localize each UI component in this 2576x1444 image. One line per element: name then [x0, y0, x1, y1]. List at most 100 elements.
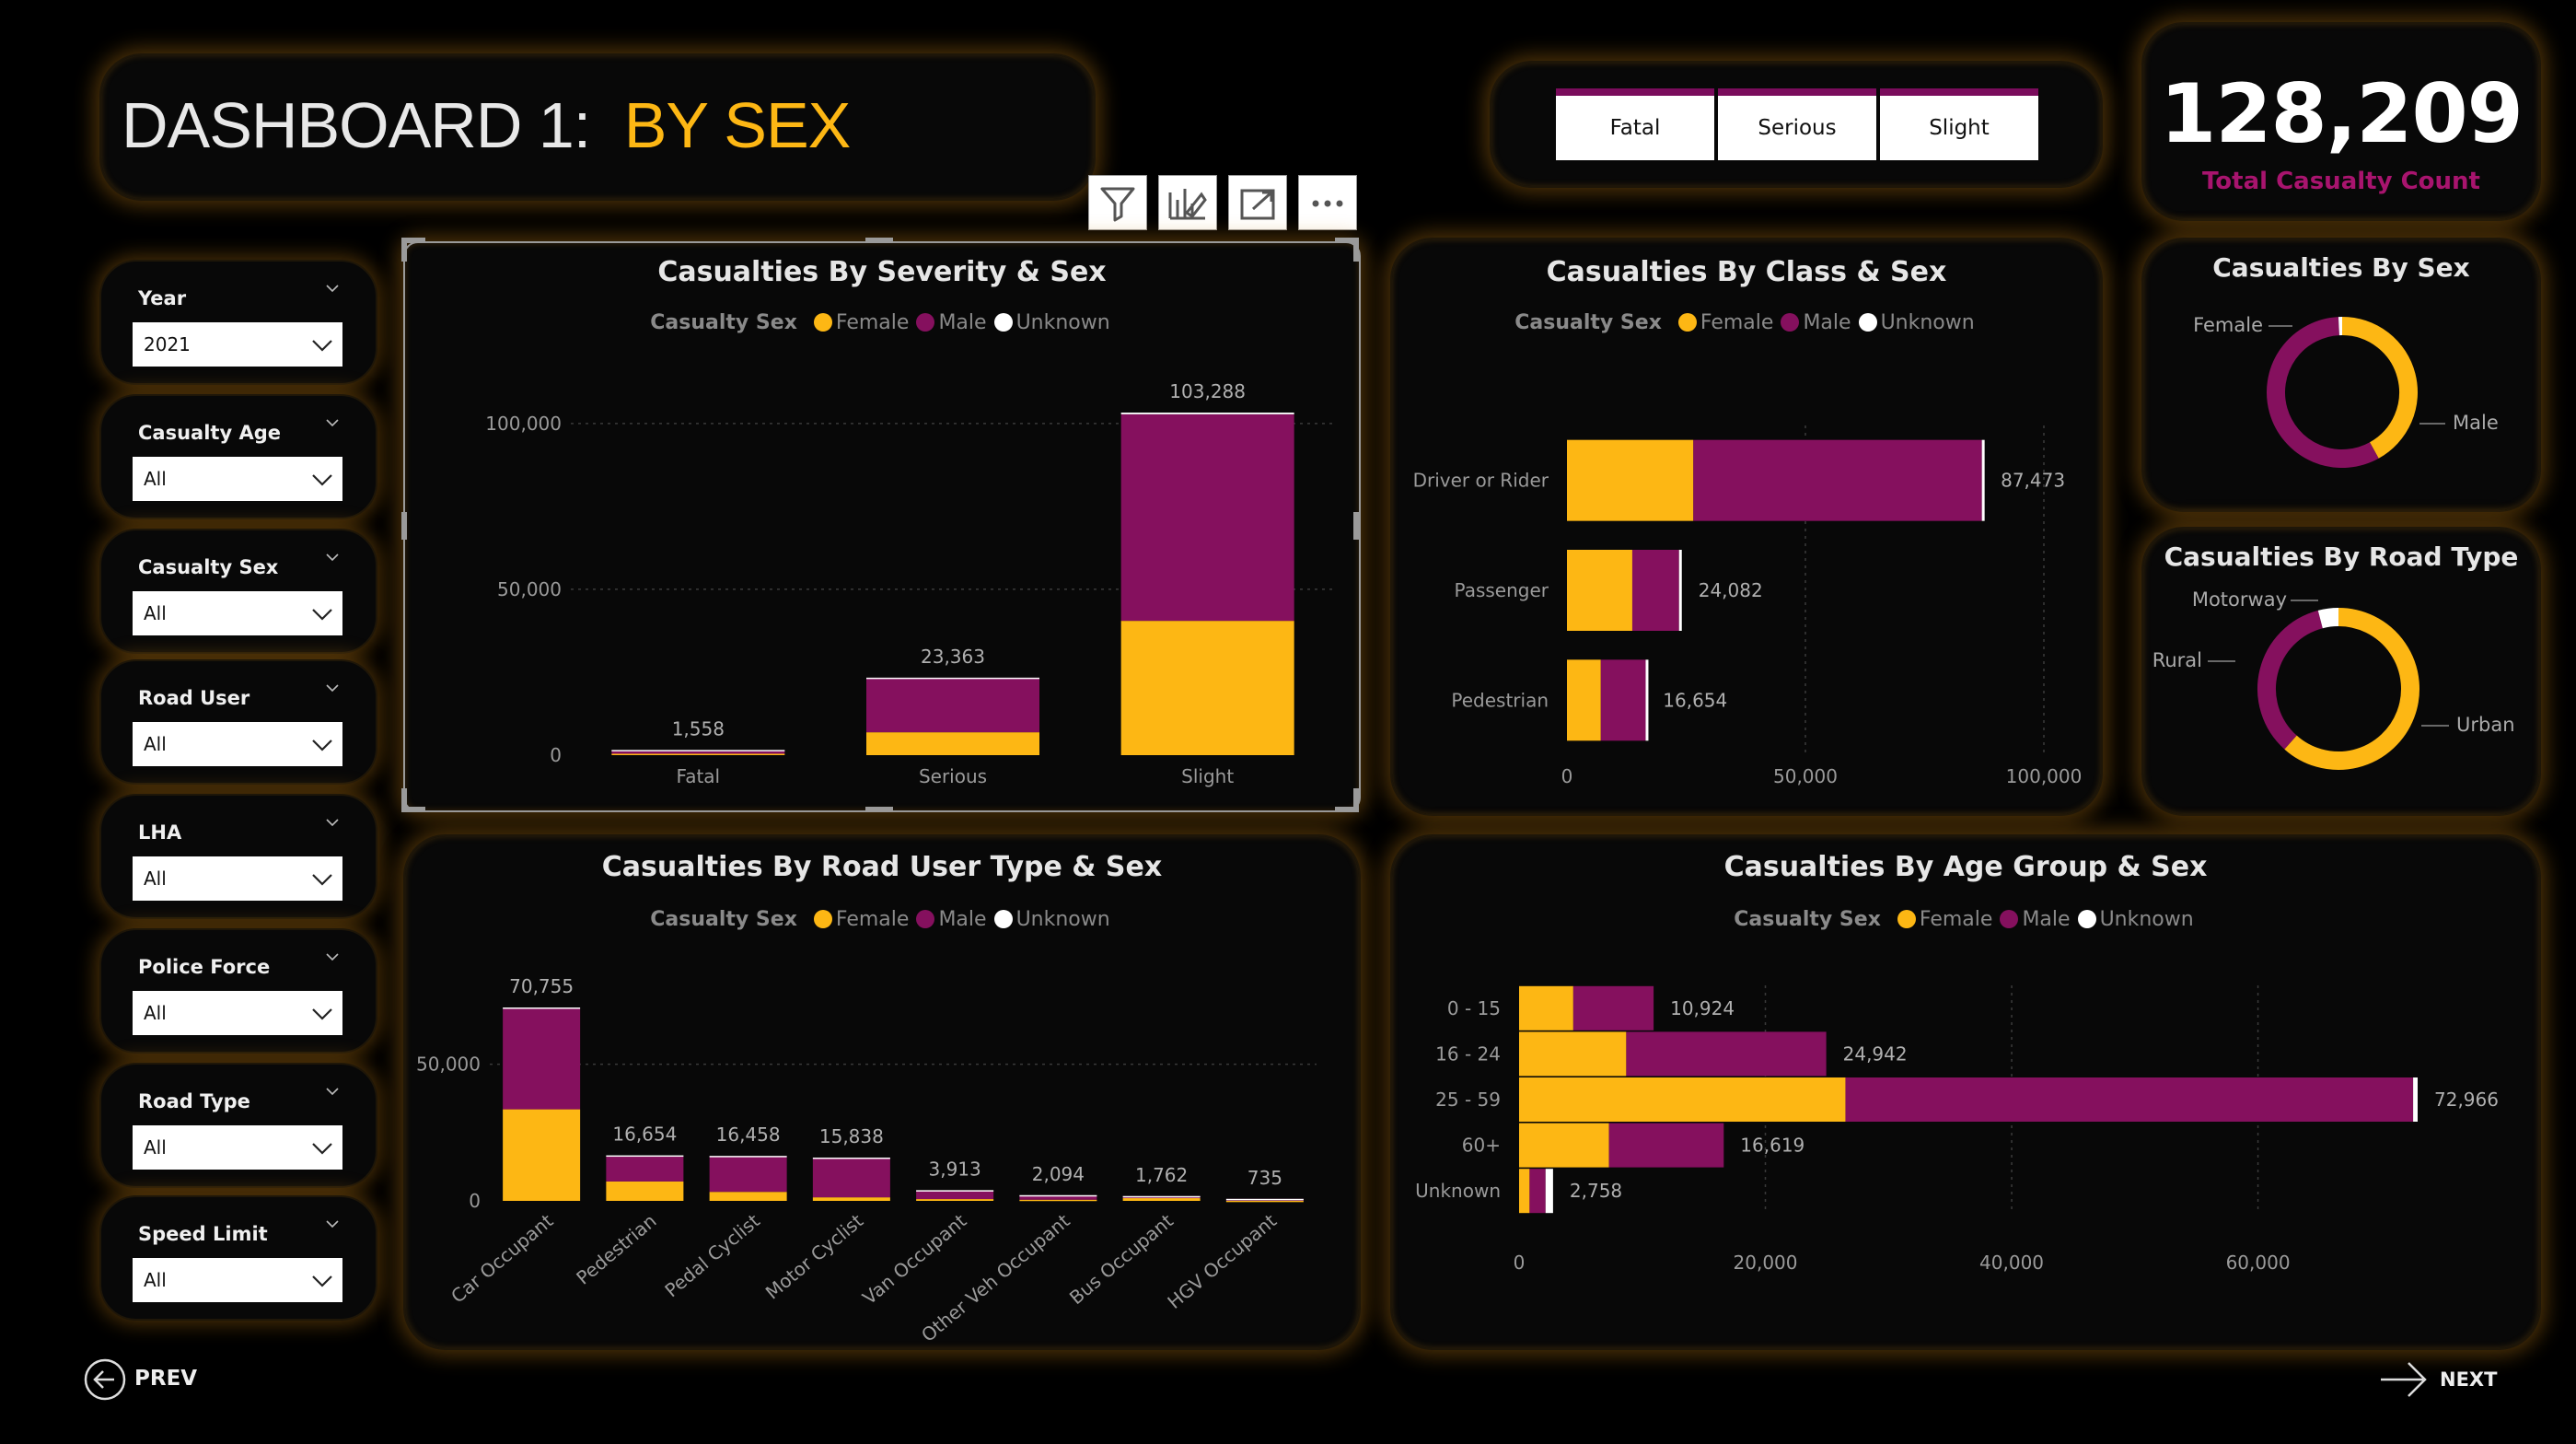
more-options-button[interactable]: [1298, 175, 1357, 230]
drill-button[interactable]: [1158, 175, 1217, 230]
bar-unknown: [812, 1157, 890, 1159]
slicer-dropdown[interactable]: All: [133, 457, 342, 501]
data-label: 10,924: [1670, 997, 1735, 1019]
legend-item[interactable]: Male: [916, 908, 987, 931]
bar-female: [1120, 621, 1294, 755]
legend-item[interactable]: Unknown: [2077, 908, 2194, 931]
slicer-dropdown[interactable]: All: [133, 991, 342, 1035]
chevron-down-icon[interactable]: [326, 1085, 339, 1098]
slicer-value: All: [144, 1002, 167, 1024]
legend-dot: [2077, 910, 2096, 928]
slicer-label: Road User: [138, 687, 250, 709]
bar-male: [1600, 659, 1646, 741]
roadtype-donut-title: Casualties By Road Type: [2164, 542, 2519, 572]
bar-male: [503, 1008, 581, 1110]
resize-handle[interactable]: [1353, 238, 1359, 262]
data-label: 16,654: [1663, 689, 1727, 711]
legend-title: Casualty Sex: [1734, 908, 1881, 931]
slicer-dropdown[interactable]: All: [133, 1258, 342, 1302]
arrow-left-circle-icon: [84, 1358, 126, 1401]
slice-male: [2267, 317, 2379, 468]
resize-handle[interactable]: [401, 238, 407, 262]
resize-handle[interactable]: [401, 512, 407, 540]
bar-female: [1519, 1031, 1627, 1077]
slicer-dropdown[interactable]: All: [133, 591, 342, 635]
slicer-value: All: [144, 868, 167, 890]
bar-male: [1693, 439, 1982, 521]
chevron-down-icon[interactable]: [326, 681, 339, 694]
severity-button-serious[interactable]: Serious: [1718, 88, 1876, 160]
severity-chart-title: Casualties By Severity & Sex: [657, 256, 1107, 288]
next-button[interactable]: NEXT: [2377, 1356, 2497, 1405]
slicer-value: All: [144, 1136, 167, 1159]
data-label: 16,458: [716, 1124, 781, 1146]
focus-mode-button[interactable]: [1228, 175, 1287, 230]
bar-unknown: [1981, 439, 1985, 521]
data-label: 87,473: [2001, 470, 2065, 492]
prev-button[interactable]: PREV: [83, 1357, 212, 1403]
resize-handle[interactable]: [401, 788, 407, 812]
legend-item[interactable]: Female: [813, 311, 909, 334]
x-tick-label: Car Occupant: [447, 1209, 557, 1307]
slicer-dropdown[interactable]: All: [133, 1125, 342, 1170]
slicer-casualty-sex: Casualty Sex All: [99, 529, 377, 654]
slicer-dropdown[interactable]: 2021: [133, 322, 342, 367]
caret-down-icon: [312, 1008, 332, 1020]
bar-female: [1519, 1169, 1530, 1214]
data-label: 1,558: [672, 717, 725, 739]
resize-handle[interactable]: [865, 238, 893, 243]
legend-item[interactable]: Male: [1781, 311, 1851, 334]
caret-down-icon: [312, 739, 332, 751]
slice-motorway: [2317, 608, 2339, 629]
bar-unknown: [503, 1007, 581, 1009]
slicer-label: Police Force: [138, 956, 271, 978]
legend-item[interactable]: Female: [1897, 908, 1992, 931]
legend-item[interactable]: Unknown: [1858, 311, 1975, 334]
slicer-casualty-age: Casualty Age All: [99, 394, 377, 519]
legend-item[interactable]: Male: [916, 311, 987, 334]
sex-donut-title: Casualties By Sex: [2212, 252, 2470, 283]
x-tick-label: 100,000: [2006, 765, 2083, 787]
chevron-down-icon[interactable]: [326, 816, 339, 829]
slicer-value: All: [144, 733, 167, 755]
resize-handle[interactable]: [401, 238, 425, 243]
title-card: DASHBOARD 1: BY SEX: [99, 53, 1096, 201]
bar-male: [812, 1158, 890, 1198]
chevron-down-icon[interactable]: [326, 551, 339, 564]
legend-item[interactable]: Unknown: [993, 311, 1110, 334]
bar-unknown: [1120, 413, 1294, 414]
resize-handle[interactable]: [1353, 788, 1359, 812]
bar-female: [1519, 1077, 1846, 1122]
bar-unknown: [1645, 659, 1649, 741]
slicer-value: 2021: [144, 333, 191, 355]
legend-item[interactable]: Female: [813, 908, 909, 931]
chevron-down-icon[interactable]: [326, 950, 339, 963]
slicer-dropdown[interactable]: All: [133, 722, 342, 766]
bar-male: [866, 677, 1039, 733]
bar-male: [1529, 1169, 1546, 1214]
slicer-label: Speed Limit: [138, 1223, 268, 1245]
legend-item[interactable]: Unknown: [993, 908, 1110, 931]
resize-handle[interactable]: [401, 807, 425, 812]
x-tick-label: HGV Occupant: [1163, 1209, 1281, 1313]
severity-button-fatal[interactable]: Fatal: [1556, 88, 1714, 160]
chevron-down-icon[interactable]: [326, 416, 339, 429]
chevron-down-icon[interactable]: [326, 1217, 339, 1230]
bar-female: [812, 1197, 890, 1201]
bar-male: [916, 1190, 994, 1200]
severity-button-slight[interactable]: Slight: [1880, 88, 2038, 160]
roaduser-legend: Casualty Sex Female Male Unknown: [405, 908, 1359, 931]
filter-button[interactable]: [1088, 175, 1147, 230]
bar-female: [1225, 1200, 1304, 1203]
slice-label: Male: [2453, 412, 2499, 434]
slicer-value: All: [144, 468, 167, 490]
resize-handle[interactable]: [1335, 807, 1359, 812]
slicer-dropdown[interactable]: All: [133, 856, 342, 901]
bar-female: [916, 1199, 994, 1201]
resize-handle[interactable]: [865, 807, 893, 812]
legend-item[interactable]: Male: [2000, 908, 2071, 931]
resize-handle[interactable]: [1353, 512, 1359, 540]
resize-handle[interactable]: [1335, 238, 1359, 243]
legend-item[interactable]: Female: [1677, 311, 1773, 334]
chevron-down-icon[interactable]: [326, 282, 339, 295]
